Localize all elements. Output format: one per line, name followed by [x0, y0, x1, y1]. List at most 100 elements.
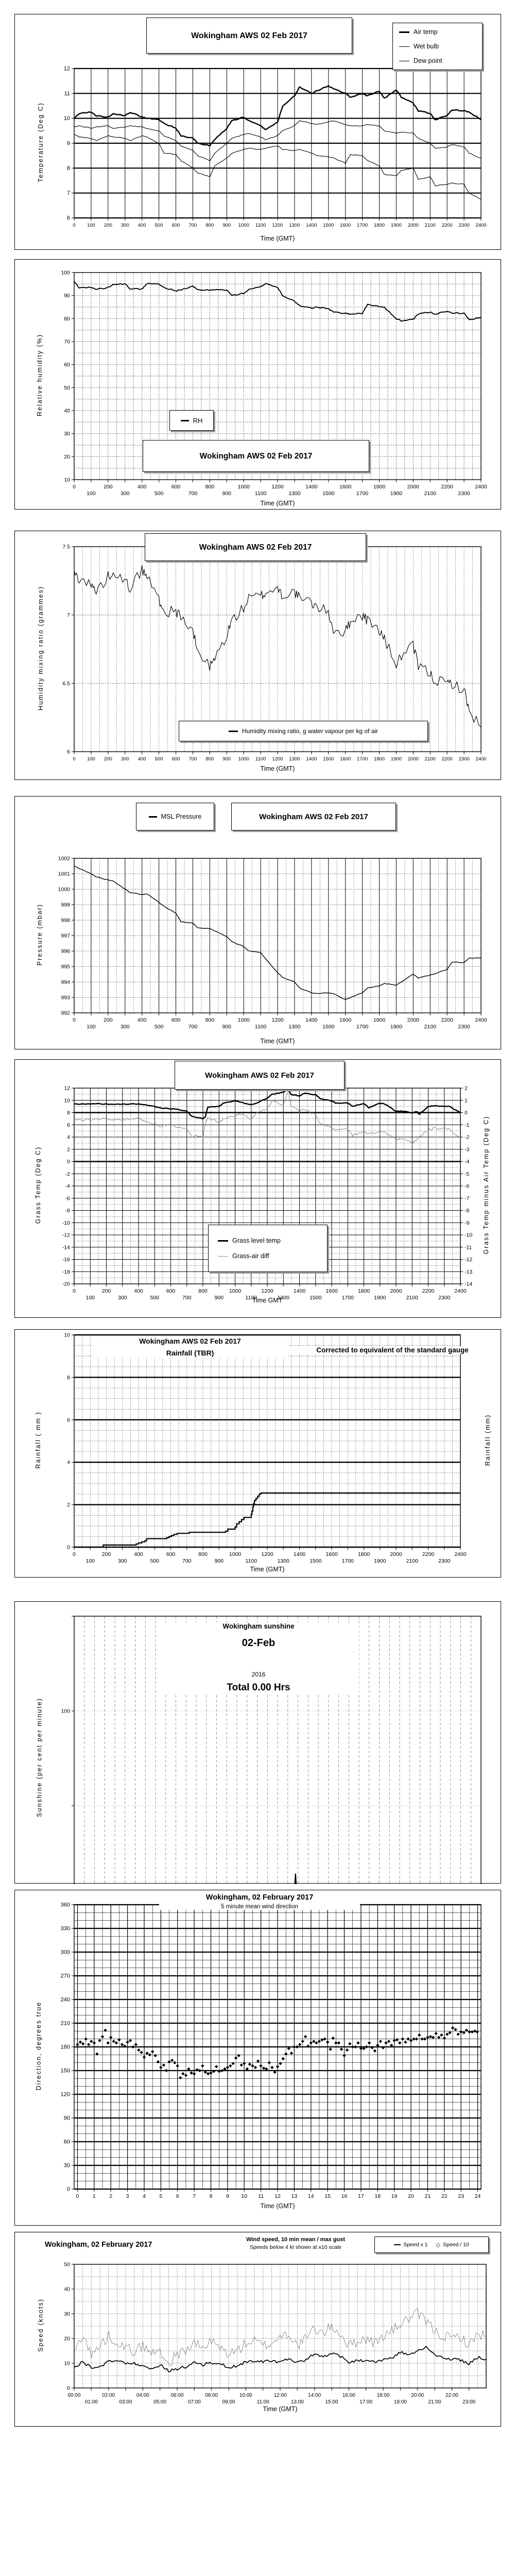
svg-text:-8: -8 — [65, 1208, 70, 1214]
svg-text:1000: 1000 — [237, 484, 250, 490]
svg-text:500: 500 — [150, 1295, 159, 1301]
humidity-plot: 0 100 200 300 400 500 600 700 800 900 1000 1100 1200… — [61, 270, 487, 497]
air-temp-line-sample — [399, 31, 409, 33]
svg-text:400: 400 — [138, 756, 146, 762]
svg-text:400: 400 — [138, 223, 146, 228]
svg-text:1300: 1300 — [288, 1024, 301, 1030]
svg-text:14:00: 14:00 — [308, 2393, 321, 2398]
svg-text:1200: 1200 — [271, 484, 284, 490]
svg-text:0: 0 — [67, 1545, 70, 1551]
svg-text:1200: 1200 — [272, 223, 283, 228]
svg-text:40: 40 — [64, 2286, 70, 2293]
svg-text:04:00: 04:00 — [136, 2393, 149, 2398]
svg-text:30: 30 — [64, 2163, 70, 2169]
svg-text:6.5: 6.5 — [62, 681, 70, 687]
svg-text:900: 900 — [222, 490, 231, 497]
svg-text:1400: 1400 — [305, 1017, 318, 1023]
svg-text:7: 7 — [67, 612, 70, 618]
svg-text:1000: 1000 — [229, 1288, 242, 1294]
svg-text:1400: 1400 — [294, 1288, 306, 1294]
svg-text:12: 12 — [274, 2193, 281, 2199]
svg-text:2100: 2100 — [406, 1558, 419, 1564]
rainfall-chart: 0 100 200 300 400 500 600 700 800 900 1000 1100 1200… — [14, 1329, 501, 1578]
svg-text:-11: -11 — [465, 1244, 472, 1250]
wind-speed-note1: Wind speed, 10 min mean / max gust — [246, 2236, 345, 2243]
svg-text:300: 300 — [121, 490, 130, 497]
mean-speed-line-sample — [394, 2244, 401, 2245]
svg-text:11: 11 — [258, 2193, 264, 2199]
svg-text:180: 180 — [61, 2044, 70, 2050]
svg-text:993: 993 — [61, 995, 70, 1001]
svg-text:10: 10 — [64, 477, 70, 483]
legend-item-air-temp: Air temp — [399, 28, 476, 36]
mixing-ratio-y-axis-label: Humidity mixing ratio (grammes) — [37, 586, 44, 710]
svg-text:1100: 1100 — [255, 756, 266, 762]
svg-text:900: 900 — [214, 1295, 224, 1301]
svg-text:2200: 2200 — [441, 484, 453, 490]
wind-speed-title: Wokingham, 02 February 2017 — [45, 2241, 152, 2249]
svg-text:1600: 1600 — [340, 756, 351, 762]
svg-text:1900: 1900 — [391, 756, 402, 762]
svg-text:12:00: 12:00 — [273, 2393, 286, 2398]
rainfall-x-axis-label: Time (GMT) — [250, 1566, 285, 1573]
svg-text:2100: 2100 — [424, 490, 437, 497]
svg-text:998: 998 — [61, 918, 70, 924]
svg-text:-4: -4 — [65, 1183, 70, 1190]
svg-text:10:00: 10:00 — [239, 2393, 252, 2398]
svg-text:6: 6 — [67, 749, 70, 755]
svg-text:2300: 2300 — [438, 1295, 451, 1301]
svg-text:700: 700 — [188, 756, 197, 762]
svg-text:2000: 2000 — [407, 484, 420, 490]
svg-text:13: 13 — [291, 2193, 298, 2199]
svg-text:600: 600 — [166, 1288, 176, 1294]
svg-text:150: 150 — [61, 2068, 70, 2074]
svg-text:5: 5 — [159, 2193, 162, 2199]
svg-text:1400: 1400 — [305, 484, 318, 490]
svg-text:500: 500 — [150, 1558, 159, 1564]
svg-text:997: 997 — [61, 933, 70, 939]
svg-text:300: 300 — [118, 1558, 127, 1564]
svg-text:19: 19 — [391, 2193, 398, 2199]
svg-text:1700: 1700 — [342, 1558, 354, 1564]
svg-text:2400: 2400 — [454, 1551, 467, 1557]
wind-speed-x-axis-label: Time (GMT) — [263, 2405, 298, 2413]
wind-direction-title-block: Wokingham, 02 February 2017 5 minute mea… — [159, 1893, 360, 1910]
svg-text:900: 900 — [222, 223, 231, 228]
legend-item-wet-bulb: Wet bulb — [399, 43, 476, 50]
svg-text:1100: 1100 — [255, 223, 266, 228]
grass-air-diff-line-sample — [218, 1256, 228, 1257]
svg-text:15: 15 — [324, 2193, 331, 2199]
svg-text:2000: 2000 — [390, 1551, 402, 1557]
svg-text:20:00: 20:00 — [411, 2393, 424, 2398]
svg-text:0: 0 — [73, 484, 76, 490]
svg-text:50: 50 — [64, 385, 70, 391]
svg-text:1700: 1700 — [357, 223, 368, 228]
svg-text:0: 0 — [73, 1288, 76, 1294]
temperature-legend: Air temp Wet bulb Dew point — [392, 23, 483, 70]
svg-text:2400: 2400 — [475, 1017, 487, 1023]
chart-title: Wokingham AWS 02 Feb 2017 — [191, 31, 307, 40]
wind-direction-y-axis-label: Direction, degrees true — [35, 2001, 42, 2091]
svg-text:02:00: 02:00 — [102, 2393, 115, 2398]
svg-text:400: 400 — [138, 484, 147, 490]
temperature-plot: 0 100 200 300 400 500 600 700 800 900 1000 1100 1200… — [64, 66, 487, 229]
svg-text:996: 996 — [61, 948, 70, 955]
svg-text:300: 300 — [121, 223, 129, 228]
svg-text:2200: 2200 — [442, 756, 453, 762]
grass-temp-plot: 0100200300400500600700800900100011001200… — [62, 1086, 473, 1301]
svg-text:1600: 1600 — [339, 1017, 352, 1023]
svg-text:300: 300 — [118, 1295, 127, 1301]
svg-text:1700: 1700 — [356, 490, 369, 497]
svg-text:1500: 1500 — [322, 490, 335, 497]
svg-text:1900: 1900 — [374, 1295, 386, 1301]
svg-text:1300: 1300 — [278, 1558, 290, 1564]
svg-text:03:00: 03:00 — [119, 2399, 132, 2405]
chart-title: Wokingham AWS 02 Feb 2017 — [139, 1337, 241, 1345]
grass-temp-chart: 0 100 200 300 400 500 600 700 800 900 1000 1100 1200… — [14, 1059, 501, 1318]
svg-text:800: 800 — [205, 756, 214, 762]
svg-text:1400: 1400 — [294, 1551, 306, 1557]
svg-text:6: 6 — [67, 1417, 70, 1423]
svg-text:17:00: 17:00 — [359, 2399, 372, 2405]
svg-text:13:00: 13:00 — [291, 2399, 304, 2405]
rainfall-y-axis-label: Rainfall ( mm ) — [35, 1411, 42, 1469]
